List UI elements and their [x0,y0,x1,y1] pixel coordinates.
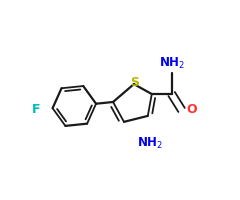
Text: NH$_2$: NH$_2$ [137,136,163,151]
Text: S: S [130,76,139,89]
Text: F: F [32,103,41,116]
Text: O: O [186,103,197,116]
Text: NH$_2$: NH$_2$ [159,56,185,71]
